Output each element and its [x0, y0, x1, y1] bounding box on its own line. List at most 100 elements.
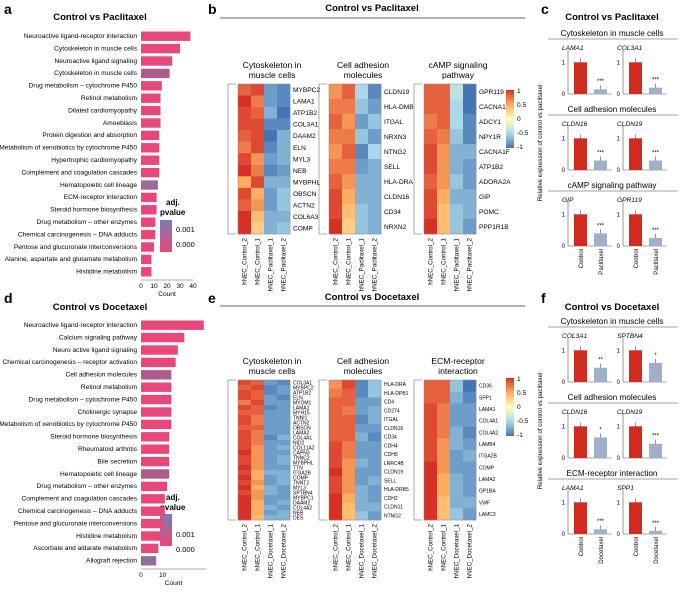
heatmap-cell-e-0-11-1	[251, 435, 265, 441]
heatmap-cell-e-1-10-1	[342, 467, 356, 477]
heatmap-gene-b-2-7: GIP	[479, 194, 491, 201]
expr-bar-f-1-0-0	[574, 426, 587, 458]
heatmap-cell-b-0-11-1	[251, 210, 265, 223]
bar-a-0	[141, 31, 191, 41]
heatmap-gene-b-2-3: NPY1R	[479, 134, 501, 141]
heatmap-title-b-2-0: cAMP signaling	[428, 60, 487, 70]
heatmap-gene-b-0-8: MYBPHL	[293, 179, 320, 186]
heatmap-cell-b-2-0-2	[450, 84, 464, 100]
bar-label-d-17: Histidine metabolism	[76, 533, 137, 540]
heatmap-cell-e-0-19-1	[251, 475, 265, 481]
bar-d-0	[141, 320, 204, 330]
heatmap-cell-b-0-9-0	[238, 187, 252, 200]
heatmap-scale-tick-e-0: 1	[517, 376, 521, 383]
heatmap-cell-e-0-2-0	[238, 390, 252, 396]
sig-f-2-0: ***	[597, 519, 605, 525]
heatmap-cell-b-0-8-1	[251, 176, 265, 189]
bar-label-d-19: Allograft rejection	[86, 558, 137, 565]
heatmap-gene-b-0-4: DAAM2	[293, 133, 316, 140]
heatmap-cell-e-0-24-0	[238, 500, 252, 506]
heatmap-gene-e-0-13: COL11A2	[293, 445, 315, 451]
bar-d-13	[141, 481, 167, 492]
heatmap-gene-b-0-6: MYL3	[293, 156, 311, 163]
bar-a-13	[141, 192, 157, 203]
panel-title-b: Control vs Paclitaxel	[325, 3, 418, 14]
heatmap-cell-b-0-0-3	[277, 84, 291, 96]
y-tick-0-c-2-0: 0	[562, 244, 566, 250]
legend-title-d-1: adj.	[166, 493, 180, 502]
heatmap-cell-b-2-7-3	[463, 189, 477, 205]
heatmap-cell-b-2-4-3	[463, 144, 477, 160]
heatmap-cell-b-0-6-3	[277, 153, 291, 166]
expr-bar-c-2-1-0	[629, 214, 642, 246]
heatmap-gene-e-0-11: COL4A1	[293, 435, 312, 441]
heatmap-cell-e-0-13-0	[238, 445, 252, 451]
bar-label-a-18: Alanine, aspartate and glutamate metabol…	[5, 256, 138, 263]
expr-bar-f-2-1-1	[649, 530, 662, 534]
heatmap-cell-b-2-0-0	[424, 84, 438, 100]
heatmap-gene-b-2-1: CACNA1D	[479, 104, 511, 111]
y-tick-0-c-2-1: 0	[617, 244, 621, 250]
heatmap-gene-e-0-10: LAMA2	[293, 430, 310, 436]
heatmap-cell-b-1-0-2	[355, 84, 369, 100]
heatmap-cell-b-0-5-0	[238, 141, 252, 154]
heatmap-cell-b-1-8-1	[342, 204, 356, 220]
heatmap-title-e-0-0: Cytoskeleton in	[243, 356, 302, 366]
heatmap-gene-e-2-3: COL4A1	[479, 419, 498, 425]
heatmap-gene-e-0-20: TNNT2	[293, 480, 309, 486]
heatmap-cell-b-1-4-2	[355, 144, 369, 160]
heatmap-gene-e-0-24: DAAM2	[293, 500, 310, 506]
heatmap-col-b-1-1: hNEC_Control_1	[346, 237, 353, 284]
heatmap-gene-b-0-1: LAMA1	[293, 99, 315, 106]
sig-c-0-0: ***	[597, 79, 605, 85]
heatmap-gene-e-0-6: MYH15	[293, 410, 310, 416]
heatmap-cell-b-0-4-3	[277, 130, 291, 142]
heatmap-gene-e-2-5: LAMB4	[479, 442, 496, 448]
bar-d-15	[141, 506, 165, 516]
heatmap-cell-e-2-7-3	[463, 461, 477, 474]
heatmap-cell-e-0-7-2	[264, 415, 278, 421]
heatmap-cell-e-1-12-0	[329, 485, 343, 495]
heatmap-gene-b-2-4: CACNA1F	[479, 149, 510, 156]
heatmap-cell-e-2-10-3	[463, 496, 477, 509]
bar-d-5	[141, 382, 172, 392]
heatmap-gene-b-2-9: PPP1R1B	[479, 224, 509, 231]
heatmap-cell-e-0-17-3	[277, 465, 291, 471]
heatmap-cell-e-0-4-0	[238, 400, 252, 406]
expr-bar-c-1-1-0	[629, 138, 642, 170]
heatmap-cell-b-1-0-3	[368, 84, 382, 100]
heatmap-scale-tick-e-3: -0.5	[517, 418, 529, 425]
heatmap-cell-b-2-5-0	[424, 159, 438, 175]
x-tick-d-0: 0	[139, 572, 143, 579]
heatmap-cell-e-2-1-0	[424, 391, 438, 404]
heatmap-cell-e-2-11-3	[463, 508, 477, 521]
heatmap-gene-b-0-10: ACTN2	[293, 202, 315, 209]
panel-title-c: Control vs Paclitaxel	[565, 12, 658, 23]
heatmap-col-e-0-2: hNEC_Docetaxel_1	[268, 523, 275, 578]
panel-title-f: Control vs Docetaxel	[565, 302, 660, 313]
heatmap-cell-b-0-10-3	[277, 199, 291, 212]
panel-title-d: Control vs Docetaxel	[53, 302, 148, 313]
heatmap-gene-e-0-0: COL3A1	[293, 380, 312, 386]
heatmap-cell-b-0-3-1	[251, 118, 265, 131]
heatmap-cell-e-0-7-1	[251, 415, 265, 421]
bar-label-d-6: Drug metabolism – cytochrome P450	[29, 396, 138, 403]
heatmap-gene-b-1-4: NTNG2	[384, 149, 407, 156]
heatmap-gene-e-0-19: COMP	[293, 475, 309, 481]
y-tick-0-c-0-0: 0	[562, 92, 566, 98]
heatmap-title-b-1-0: Cell adhesion	[337, 60, 389, 70]
heatmap-cell-e-1-9-1	[342, 458, 356, 468]
heatmap-col-e-0-3: hNEC_Docetaxel_2	[281, 523, 288, 578]
heatmap-cell-b-1-4-3	[368, 144, 382, 160]
x-cat-c-1-0: Control	[634, 249, 640, 268]
heatmap-cell-e-2-0-3	[463, 380, 477, 392]
heatmap-cell-e-0-10-0	[238, 430, 252, 436]
heatmap-cell-e-1-10-3	[368, 467, 382, 477]
y-tick-0-f-0-0: 0	[562, 380, 566, 386]
heatmap-cell-e-0-5-1	[251, 405, 265, 411]
expr-bar-f-1-0-1	[594, 437, 607, 458]
heatmap-cell-b-0-3-3	[277, 118, 291, 131]
heatmap-cell-b-2-1-2	[450, 99, 464, 115]
heatmap-cell-e-2-1-2	[450, 391, 464, 404]
x-tick-a-4: 40	[189, 283, 197, 290]
